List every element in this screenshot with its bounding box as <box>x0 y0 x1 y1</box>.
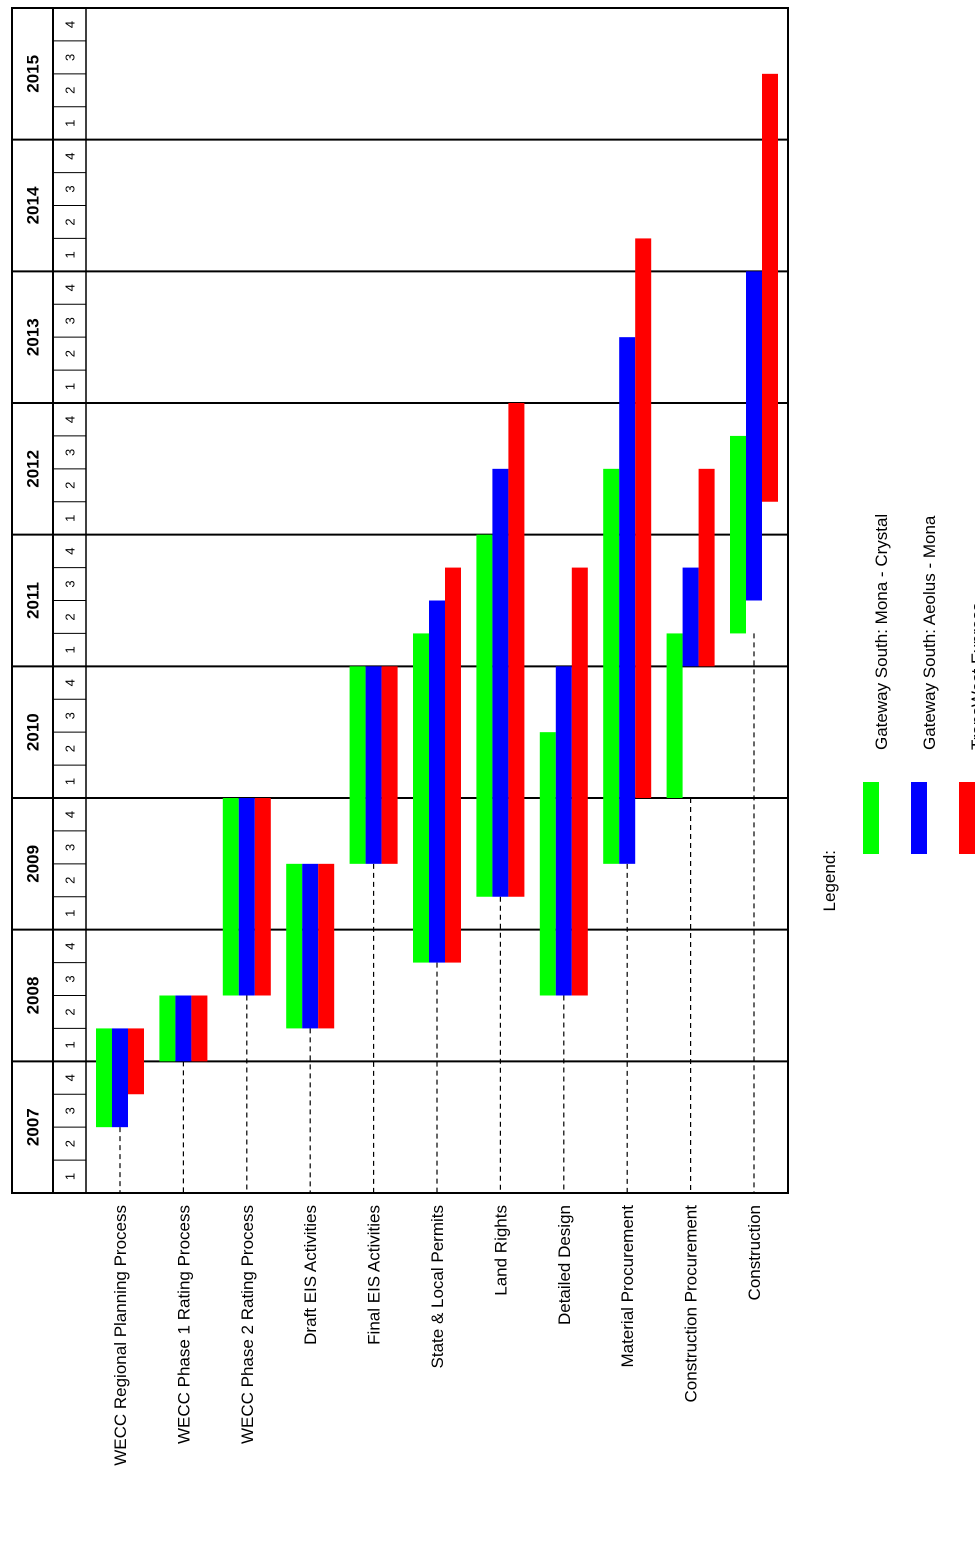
bar <box>413 633 429 963</box>
bar <box>254 798 271 996</box>
bar <box>112 1028 128 1128</box>
year-label-2008: 2008 <box>24 977 43 1015</box>
year-label-2011: 2011 <box>24 582 43 619</box>
bar <box>191 995 208 1062</box>
bar <box>762 73 778 502</box>
bar <box>666 633 683 798</box>
task-label: Final EIS Activities <box>365 1205 384 1345</box>
legend-label: Gateway South: Aeolus - Mona <box>920 515 939 750</box>
bar <box>492 468 509 897</box>
bar <box>349 666 366 864</box>
chart-frame <box>11 7 789 1194</box>
quarter-label: 1 <box>63 778 78 785</box>
quarter-label: 2 <box>63 613 78 620</box>
quarter-label: 4 <box>63 416 78 423</box>
bar <box>128 1028 144 1095</box>
quarter-label: 1 <box>63 515 78 522</box>
quarter-label: 3 <box>63 317 78 324</box>
quarter-label: 3 <box>63 54 78 61</box>
bar <box>238 798 255 996</box>
bar <box>159 995 176 1062</box>
quarter-label: 4 <box>63 21 78 28</box>
bar <box>318 863 335 1029</box>
task-label: WECC Phase 1 Rating Process <box>174 1205 193 1444</box>
bar <box>539 732 556 996</box>
task-label: Draft EIS Activities <box>301 1205 320 1345</box>
year-label-2007: 2007 <box>24 1108 43 1146</box>
task-label: WECC Phase 2 Rating Process <box>238 1205 257 1444</box>
quarter-label: 3 <box>63 449 78 456</box>
quarter-label: 4 <box>63 548 78 555</box>
year-label-2009: 2009 <box>24 845 43 883</box>
quarter-label: 2 <box>63 1008 78 1015</box>
quarter-label: 2 <box>63 745 78 752</box>
quarter-label: 1 <box>63 120 78 127</box>
quarter-label: 1 <box>63 1041 78 1048</box>
task-label: Land Rights <box>491 1205 510 1296</box>
year-label-2010: 2010 <box>24 713 43 751</box>
quarter-label: 4 <box>63 153 78 160</box>
bar <box>730 435 746 634</box>
bar <box>746 271 762 601</box>
quarter-label: 1 <box>63 1173 78 1180</box>
quarter-label: 2 <box>63 87 78 94</box>
quarter-label: 4 <box>63 284 78 291</box>
bar <box>429 600 445 963</box>
quarter-label: 2 <box>63 1140 78 1147</box>
legend-title: Legend: <box>820 850 839 911</box>
quarter-label: 2 <box>63 877 78 884</box>
legend-swatch <box>959 782 975 854</box>
bar <box>508 403 525 897</box>
bar <box>365 666 382 864</box>
quarter-label: 1 <box>63 910 78 917</box>
bar <box>476 534 493 897</box>
quarter-label: 3 <box>63 185 78 192</box>
quarter-label: 3 <box>63 580 78 587</box>
bar <box>302 863 319 1029</box>
quarter-label: 3 <box>63 844 78 851</box>
quarter-label: 3 <box>63 975 78 982</box>
bar <box>635 238 652 798</box>
task-label: Material Procurement <box>618 1205 637 1368</box>
task-label: Construction <box>745 1205 764 1300</box>
bar <box>698 468 715 667</box>
task-label: Construction Procurement <box>682 1205 701 1403</box>
bar <box>381 666 398 864</box>
legend-label: Gateway South: Mona - Crystal <box>872 514 891 750</box>
year-label-2012: 2012 <box>24 450 43 488</box>
quarter-label: 1 <box>63 251 78 258</box>
bar <box>222 798 239 996</box>
quarter-label: 2 <box>63 218 78 225</box>
bar <box>555 666 572 996</box>
quarter-label: 3 <box>63 712 78 719</box>
quarter-label: 4 <box>63 1074 78 1081</box>
task-label: Detailed Design <box>555 1205 574 1325</box>
quarter-label: 2 <box>63 482 78 489</box>
bar <box>96 1028 112 1128</box>
task-label: WECC Regional Planning Process <box>111 1205 130 1466</box>
quarter-label: 3 <box>63 1107 78 1114</box>
bar <box>571 567 588 996</box>
bar <box>286 863 303 1029</box>
task-label: State & Local Permits <box>428 1205 447 1368</box>
quarter-label: 2 <box>63 350 78 357</box>
bar <box>619 337 636 864</box>
year-label-2014: 2014 <box>24 186 43 224</box>
year-label-2015: 2015 <box>24 55 43 93</box>
quarter-label: 1 <box>63 383 78 390</box>
quarter-label: 1 <box>63 646 78 653</box>
bar <box>445 567 461 963</box>
bar <box>603 468 620 864</box>
year-label-2013: 2013 <box>24 318 43 356</box>
quarter-label: 4 <box>63 679 78 686</box>
legend-swatch <box>911 782 927 854</box>
bar <box>682 567 699 667</box>
quarter-label: 4 <box>63 811 78 818</box>
quarter-label: 4 <box>63 943 78 950</box>
legend-swatch <box>863 782 879 854</box>
legend-label: TransWest Express <box>968 603 975 750</box>
bar <box>175 995 192 1062</box>
